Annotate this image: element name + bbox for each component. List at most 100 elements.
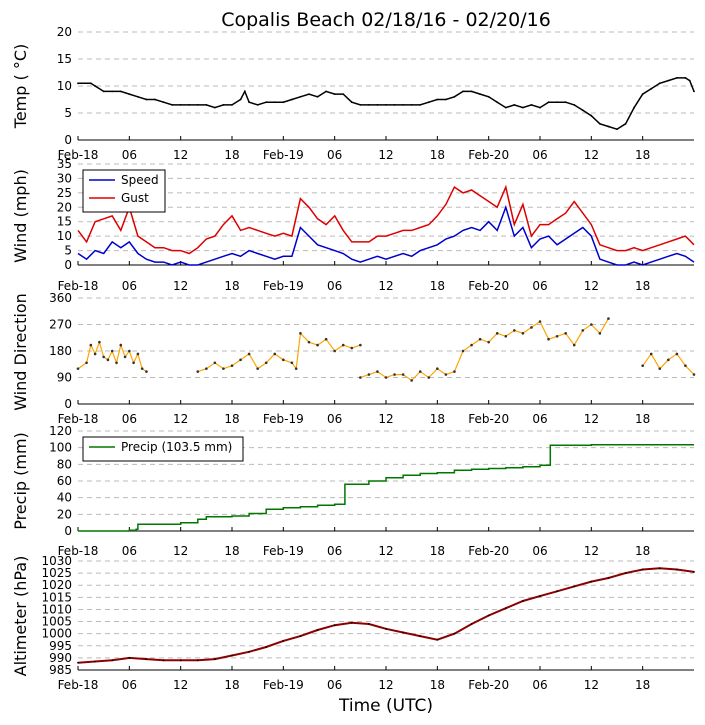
altimeter-x-tick-label: 12 (584, 678, 599, 692)
altimeter-point (556, 590, 559, 593)
precip-y-tick-label: 20 (57, 507, 72, 521)
temp-x-tick-label: 18 (635, 148, 650, 162)
precip-y-axis-label: Precip (mm) (11, 432, 30, 530)
altimeter-point (196, 659, 199, 662)
direction-point (538, 320, 542, 323)
temp-point (316, 95, 319, 98)
temp-point (658, 82, 661, 85)
direction-point (658, 367, 662, 370)
temp-point (188, 104, 191, 106)
direction-point (495, 332, 499, 335)
chart-title: Copalis Beach 02/18/16 - 02/20/16 (221, 9, 551, 31)
direction-point (98, 340, 101, 344)
wind-x-tick-label: 12 (584, 279, 599, 293)
altimeter-x-tick-label: 06 (122, 678, 137, 692)
temp-point (308, 93, 310, 95)
altimeter-point (658, 567, 661, 570)
temp-point (273, 101, 276, 104)
direction-x-tick-label: Feb-19 (263, 412, 304, 426)
direction-x-tick-label: 12 (173, 412, 188, 426)
wind-x-tick-label: 18 (635, 279, 650, 293)
direction-point (273, 352, 277, 356)
direction-point (256, 367, 259, 370)
altimeter-point (402, 631, 405, 634)
temp-point (154, 98, 156, 101)
direction-series-line (77, 340, 147, 373)
direction-point (436, 367, 439, 370)
temp-point (213, 106, 216, 109)
wind-y-tick-label: 5 (64, 244, 72, 258)
temp-x-tick-label: 06 (327, 148, 342, 162)
altimeter-point (350, 621, 353, 624)
direction-panel: 0 90 180 270 360 Feb-18 06 12 18 Feb-19 06 12 18 Feb-… (11, 291, 696, 426)
temp-point (410, 104, 413, 106)
direction-series-line (197, 331, 361, 373)
wind-gust-line (77, 184, 695, 255)
direction-point (684, 364, 687, 368)
precip-y-tick-label: 100 (49, 441, 72, 455)
altimeter-y-tick-label: 995 (49, 639, 72, 653)
temp-point (111, 90, 114, 93)
direction-point (264, 361, 268, 365)
direction-point (128, 349, 131, 353)
direction-point (461, 349, 465, 353)
direction-point (453, 370, 456, 373)
direction-point (359, 376, 362, 379)
temp-point (607, 125, 610, 128)
direction-point (341, 343, 345, 347)
direction-point (115, 361, 118, 365)
temp-point (162, 101, 165, 104)
direction-point (564, 332, 567, 335)
altimeter-y-tick-label: 1030 (41, 554, 72, 568)
wind-x-tick-label: Feb-18 (58, 279, 99, 293)
temp-point (222, 104, 225, 106)
direction-point (667, 358, 670, 362)
temp-x-tick-label: 12 (173, 148, 188, 162)
altimeter-point (487, 614, 490, 617)
direction-point (487, 340, 490, 344)
temp-point (290, 98, 293, 101)
temp-x-tick-label: 06 (532, 148, 547, 162)
temp-point (633, 106, 636, 109)
precip-x-tick-label: 06 (122, 544, 137, 558)
temp-point (94, 85, 97, 87)
altimeter-point (573, 585, 576, 588)
direction-y-tick-label: 360 (49, 291, 72, 305)
temp-point (350, 101, 353, 104)
altimeter-x-tick-label: 18 (430, 678, 445, 692)
temp-point (564, 101, 567, 104)
temp-point (77, 82, 79, 85)
altimeter-point (265, 646, 268, 648)
altimeter-y-axis-label: Altimeter (hPa) (11, 556, 30, 677)
temp-x-tick-label: Feb-19 (263, 148, 304, 162)
direction-point (555, 334, 559, 338)
temp-x-tick-label: Feb-20 (468, 148, 509, 162)
wind-speed-line (77, 204, 695, 266)
wind-legend (82, 169, 166, 213)
wind-legend-label: Speed (121, 173, 159, 187)
wind-legend-label: Gust (121, 191, 149, 205)
altimeter-point (504, 607, 507, 610)
direction-x-tick-label: 06 (327, 412, 342, 426)
direction-y-tick-label: 90 (57, 371, 72, 385)
altimeter-point (693, 571, 695, 573)
altimeter-point (470, 623, 473, 625)
temp-point (128, 93, 131, 95)
wind-x-tick-label: 12 (173, 279, 188, 293)
temp-y-tick-label: 20 (57, 25, 72, 39)
direction-point (294, 367, 298, 370)
direction-point (119, 343, 123, 347)
direction-point (102, 355, 105, 359)
direction-point (427, 376, 431, 379)
altimeter-y-tick-label: 1000 (41, 627, 72, 641)
direction-point (222, 367, 225, 370)
altimeter-point (145, 658, 148, 660)
wind-y-tick-label: 20 (57, 200, 72, 214)
altimeter-x-tick-label: 18 (224, 678, 239, 692)
temp-point (521, 106, 524, 109)
temp-point (248, 101, 251, 104)
precip-y-tick-label: 120 (49, 424, 72, 438)
temp-y-tick-label: 15 (57, 52, 72, 66)
direction-point (607, 317, 610, 320)
direction-point (123, 355, 127, 359)
